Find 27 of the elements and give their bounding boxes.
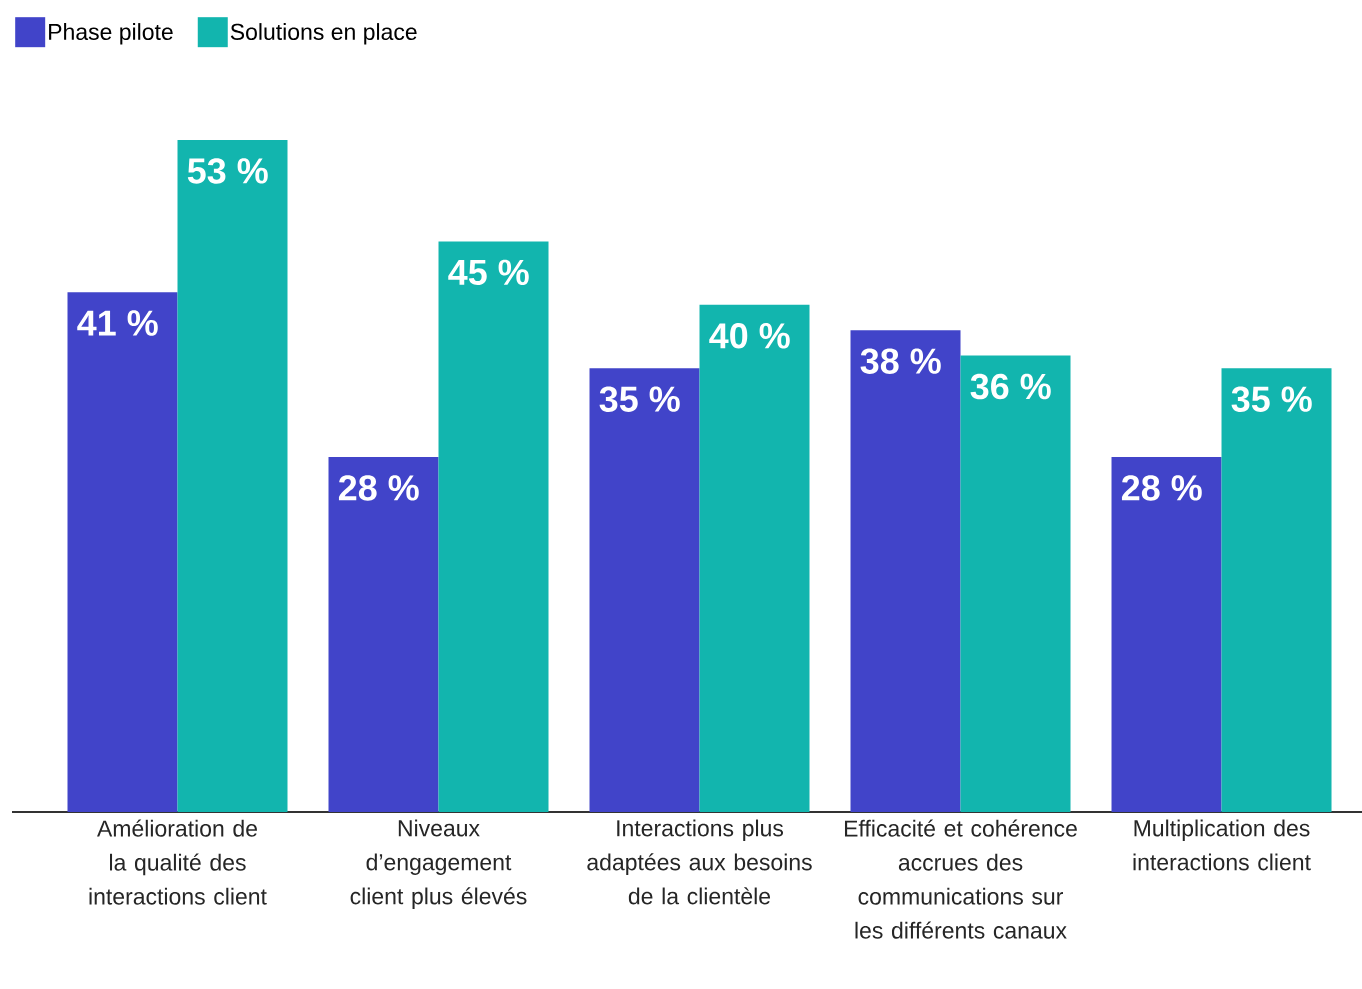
data-label: 35 %: [1231, 386, 1312, 412]
legend-label: Solutions en place: [230, 23, 417, 45]
bar: [438, 241, 549, 812]
bar: [177, 139, 288, 812]
data-label: 38 %: [860, 348, 941, 374]
bar: [699, 304, 810, 812]
x-tick-label: Amélioration de la qualité des interactions client: [89, 819, 267, 905]
data-label: 28 %: [338, 475, 419, 501]
x-tick-label: Multiplication des interactions client: [1133, 819, 1311, 871]
data-label: 41 %: [77, 310, 158, 336]
bar: [1221, 368, 1332, 812]
legend-label: Phase pilote: [49, 23, 173, 45]
x-tick-label: Interactions plus adaptées aux besoins de la clientèle: [587, 819, 812, 905]
bar: [67, 292, 178, 812]
data-label: 53 %: [187, 158, 268, 184]
data-label: 36 %: [970, 373, 1051, 400]
bar: [1111, 456, 1222, 812]
x-tick-label: Efficacité et cohérence accrues des communications sur les différents canaux: [844, 819, 1077, 939]
data-label: 35 %: [599, 386, 680, 412]
bar: [328, 456, 439, 812]
x-tick-label: Niveaux d’engagement client plus élevés: [350, 819, 527, 909]
bar: [850, 330, 961, 812]
bar: [960, 355, 1071, 812]
bar: [589, 368, 700, 812]
data-label: 45 %: [448, 259, 529, 286]
data-label: 28 %: [1121, 475, 1202, 501]
data-label: 40 %: [709, 323, 790, 349]
